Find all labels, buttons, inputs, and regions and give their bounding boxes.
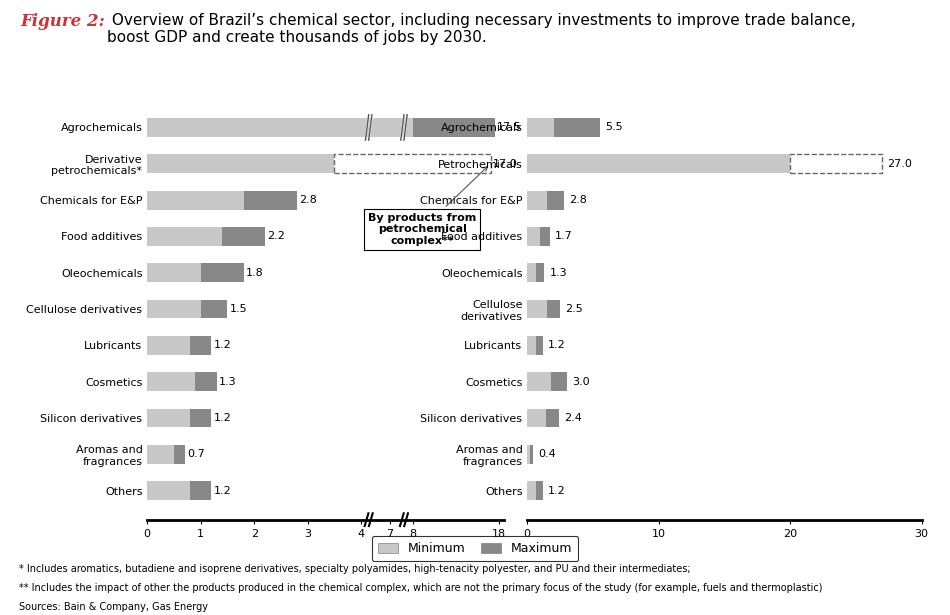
Bar [537,481,543,500]
Bar [527,118,554,137]
Text: 2.4: 2.4 [564,413,582,423]
Bar [147,372,196,391]
Bar [527,227,541,246]
Bar [547,300,560,319]
Text: 1.3: 1.3 [550,268,567,278]
Text: 17.5: 17.5 [497,122,522,132]
Bar [190,336,212,355]
Bar [147,263,200,282]
Bar [147,336,190,355]
Bar [527,263,537,282]
Text: 1.2: 1.2 [548,340,566,351]
Text: 0.7: 0.7 [187,450,204,459]
Text: 1.5: 1.5 [230,304,247,314]
Bar [527,481,537,500]
Bar [200,263,243,282]
Bar [147,227,222,246]
Bar [541,227,550,246]
Text: Overview of Brazil’s chemical sector, including necessary investments to improve: Overview of Brazil’s chemical sector, in… [107,12,856,45]
Bar [190,408,212,427]
Bar [147,445,174,464]
Bar [547,191,564,210]
Bar [243,191,297,210]
Bar [196,372,217,391]
Text: 27.0: 27.0 [887,159,912,169]
Text: 1.2: 1.2 [214,340,231,351]
Text: 17.0: 17.0 [493,159,518,169]
Text: By products from
petrochemical
complex**: By products from petrochemical complex** [368,167,487,246]
Bar [222,227,265,246]
Bar [147,191,243,210]
Bar [527,336,537,355]
Text: 3.0: 3.0 [572,376,590,387]
Bar [200,300,227,319]
Text: 2.8: 2.8 [569,195,587,205]
Text: 1.8: 1.8 [246,268,263,278]
Text: 5.5: 5.5 [605,122,622,132]
Bar [537,336,543,355]
Bar [545,408,559,427]
Bar [527,408,545,427]
Text: 1.2: 1.2 [214,486,231,496]
Bar [537,263,544,282]
Legend: Minimum, Maximum: Minimum, Maximum [371,536,579,561]
Text: 2.2: 2.2 [267,231,285,242]
Bar [147,408,190,427]
Bar [527,191,547,210]
Bar [147,300,200,319]
Bar [527,154,790,173]
Bar [174,445,184,464]
Text: Impact of opportunities on the trade balance 2030 ($B): Impact of opportunities on the trade bal… [152,79,499,89]
Text: 1.2: 1.2 [548,486,566,496]
Text: 1.2: 1.2 [214,413,231,423]
Text: Sources: Bain & Company, Gas Energy: Sources: Bain & Company, Gas Energy [19,602,208,613]
Bar [527,300,547,319]
Text: 0.4: 0.4 [538,450,556,459]
Text: 2.5: 2.5 [565,304,583,314]
Bar [190,481,212,500]
Text: 2.8: 2.8 [299,195,317,205]
Text: 1.3: 1.3 [218,376,237,387]
Text: * Includes aromatics, butadiene and isoprene derivatives, specialty polyamides, : * Includes aromatics, butadiene and isop… [19,564,691,574]
Bar [527,372,551,391]
Bar [147,481,190,500]
Bar [147,118,412,137]
Text: 1.7: 1.7 [555,231,573,242]
Text: Figure 2:: Figure 2: [21,12,105,30]
Bar [412,118,495,137]
Bar [554,118,599,137]
Text: Investment required ($B): Investment required ($B) [645,79,804,89]
Bar [527,445,530,464]
Text: ** Includes the impact of other the products produced in the chemical complex, w: ** Includes the impact of other the prod… [19,583,823,593]
Bar [147,154,334,173]
Bar [530,445,533,464]
Bar [551,372,566,391]
